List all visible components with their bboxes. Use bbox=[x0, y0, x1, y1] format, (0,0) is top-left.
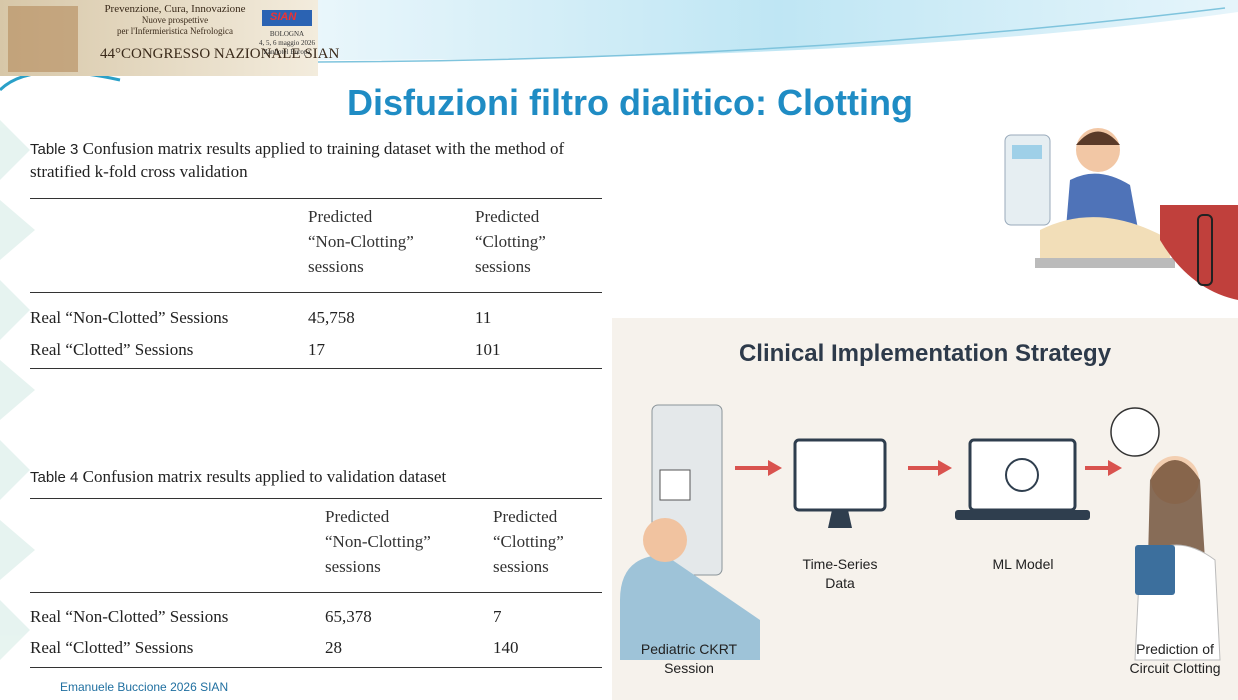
decoration bbox=[1110, 407, 1160, 457]
cell: 17 bbox=[308, 340, 325, 359]
column-header: Predicted “Clotting” sessions bbox=[475, 204, 546, 279]
column-header: Predicted “Non-Clotting” sessions bbox=[325, 504, 431, 579]
infographic-title: Clinical Implementation Strategy bbox=[738, 340, 1112, 367]
decoration bbox=[1040, 217, 1170, 262]
row-label: Real “Non-Clotted” Sessions bbox=[30, 607, 229, 626]
banner-line: Nuove prospettive bbox=[141, 15, 209, 25]
decoration bbox=[1005, 458, 1039, 492]
table-caption-text: Confusion matrix results applied to vali… bbox=[82, 467, 447, 486]
decoration bbox=[968, 438, 1077, 512]
header-line: Predicted bbox=[493, 507, 558, 526]
table-rule bbox=[30, 667, 602, 668]
header-line: sessions bbox=[308, 257, 364, 276]
congress: 44°CONGRESSO NAZIONALE SIAN bbox=[100, 46, 340, 62]
row-label: Real “Non-Clotted” Sessions bbox=[30, 308, 229, 327]
table-rule bbox=[30, 368, 602, 369]
decoration bbox=[0, 600, 30, 660]
venue: BOLOGNA 4, 5, 6 maggio 2026 Zanhotel Eur… bbox=[258, 30, 316, 57]
decoration bbox=[659, 469, 691, 501]
header-line: sessions bbox=[475, 257, 531, 276]
table-rule bbox=[30, 592, 602, 593]
cell: 140 bbox=[493, 638, 519, 657]
decoration bbox=[0, 520, 35, 580]
decoration bbox=[828, 510, 852, 528]
decoration bbox=[0, 120, 35, 660]
header-line: “Clotting” bbox=[493, 532, 564, 551]
column-header: Predicted “Clotting” sessions bbox=[493, 504, 564, 579]
decoration bbox=[8, 6, 78, 72]
table-caption-text: Confusion matrix results applied to trai… bbox=[30, 139, 565, 181]
header-line: Predicted bbox=[308, 207, 373, 226]
header-line: Predicted bbox=[325, 507, 390, 526]
header-line: “Non-Clotting” bbox=[325, 532, 431, 551]
banner-text: Prevenzione, Cura, Innovazione Nuove pro… bbox=[90, 4, 260, 37]
decoration bbox=[643, 518, 687, 562]
decoration bbox=[0, 200, 35, 260]
step-line: Pediatric CKRT bbox=[640, 641, 738, 657]
decoration bbox=[317, 7, 1226, 63]
step-line: Data bbox=[825, 575, 855, 591]
decoration bbox=[0, 280, 30, 340]
decoration bbox=[1148, 460, 1205, 560]
cell: 28 bbox=[325, 638, 342, 657]
table-caption: Table 4 Confusion matrix results applied… bbox=[30, 466, 605, 489]
decoration bbox=[262, 10, 312, 26]
decoration bbox=[1108, 460, 1122, 476]
header-line: sessions bbox=[493, 557, 549, 576]
badge: SIAN bbox=[270, 11, 297, 23]
step-line: Circuit Clotting bbox=[1129, 660, 1221, 676]
table-label: Table 4 bbox=[30, 469, 79, 486]
decoration bbox=[1012, 145, 1042, 159]
table-label: Table 3 bbox=[30, 141, 79, 158]
footer: Emanuele Buccione 2026 SIAN bbox=[60, 680, 229, 694]
step-label: ML Model bbox=[948, 555, 1098, 574]
decoration bbox=[955, 510, 1090, 520]
table-rule bbox=[30, 198, 602, 199]
decoration bbox=[0, 120, 30, 180]
row-label: Real “Clotted” Sessions bbox=[30, 340, 194, 359]
step-line: Time-Series bbox=[802, 556, 878, 572]
decoration bbox=[0, 360, 35, 420]
cell: 65,378 bbox=[325, 607, 372, 626]
step-label: Prediction of Circuit Clotting bbox=[1100, 640, 1238, 678]
step-line: Session bbox=[664, 660, 714, 676]
decoration bbox=[1135, 545, 1175, 595]
decoration bbox=[768, 460, 782, 476]
table-rule bbox=[30, 292, 602, 293]
column-header: Predicted “Non-Clotting” sessions bbox=[308, 204, 414, 279]
header-line: “Non-Clotting” bbox=[308, 232, 414, 251]
header-line: “Clotting” bbox=[475, 232, 546, 251]
slide-title: Disfuzioni filtro dialitico: Clotting bbox=[347, 82, 913, 123]
banner-line: per l'Infermieristica Nefrologica bbox=[116, 26, 234, 36]
decoration bbox=[318, 0, 1238, 60]
table-caption: Table 3 Confusion matrix results applied… bbox=[30, 138, 605, 183]
banner-line: Prevenzione, Cura, Innovazione bbox=[104, 3, 246, 15]
venue-line: 4, 5, 6 maggio 2026 bbox=[259, 39, 315, 47]
cell: 45,758 bbox=[308, 308, 355, 327]
decoration bbox=[793, 438, 887, 512]
step-line: Prediction of bbox=[1136, 641, 1214, 657]
venue-line: Zanhotel Europa bbox=[263, 48, 311, 56]
step-label: Time-Series Data bbox=[765, 555, 915, 593]
table-rule bbox=[30, 498, 602, 499]
decoration bbox=[1076, 131, 1120, 145]
decoration bbox=[1035, 258, 1175, 268]
cell: 11 bbox=[475, 308, 492, 327]
step-label: Pediatric CKRT Session bbox=[614, 640, 764, 678]
cell: 7 bbox=[493, 607, 502, 626]
cell: 101 bbox=[475, 340, 501, 359]
decoration bbox=[620, 555, 760, 660]
step-line: ML Model bbox=[992, 556, 1054, 572]
decoration bbox=[1197, 214, 1213, 286]
venue-line: BOLOGNA bbox=[269, 30, 305, 38]
header-line: sessions bbox=[325, 557, 381, 576]
decoration bbox=[938, 460, 952, 476]
decoration bbox=[0, 440, 30, 500]
row-label: Real “Clotted” Sessions bbox=[30, 638, 194, 657]
header-line: Predicted bbox=[475, 207, 540, 226]
